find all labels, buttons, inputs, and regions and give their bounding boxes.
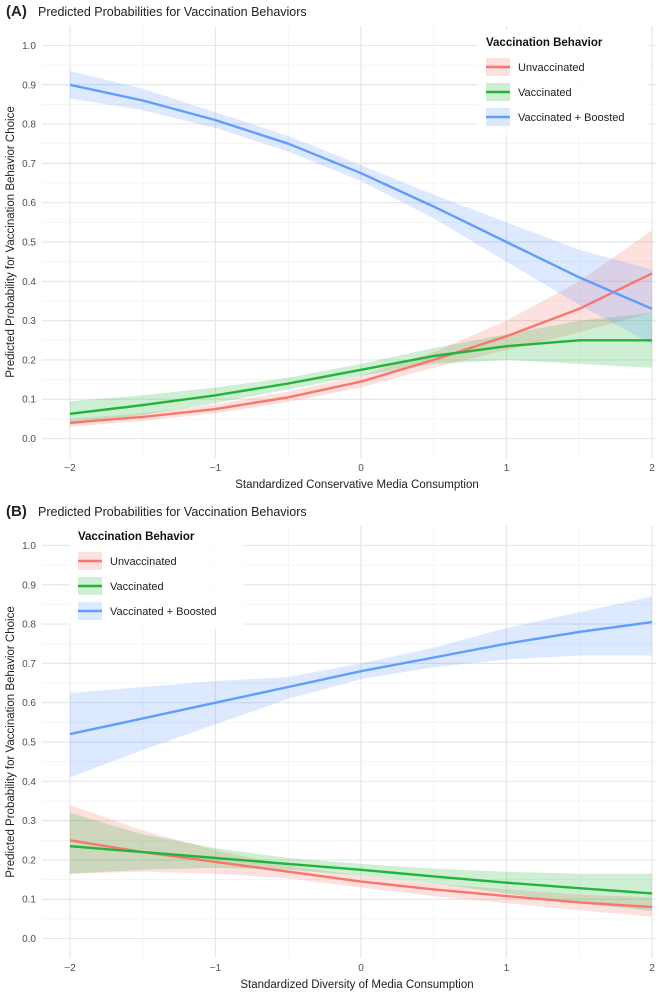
plot-area-b: 0.0 0.1 0.2 0.3 0.4 0.5 0.6 0.7 0.8 0.9 1.0 −2 −1 0 1 2… bbox=[5, 523, 656, 991]
panel-label-b: (B) bbox=[6, 503, 27, 520]
y-tick-label: 0.5 bbox=[22, 238, 36, 249]
series-line-vaccinated-boosted bbox=[69, 620, 653, 736]
legend: Vaccination Behavior Unvaccinated Vaccinat… bbox=[69, 523, 245, 629]
x-tick-label: 0 bbox=[358, 963, 364, 974]
x-tick-label: 1 bbox=[504, 963, 510, 974]
legend-label: Vaccinated + Boosted bbox=[518, 112, 625, 124]
y-tick-label: 0.9 bbox=[22, 80, 36, 91]
y-tick-label: 0.0 bbox=[22, 434, 36, 445]
series-line-unvaccinated bbox=[69, 272, 653, 424]
legend: Vaccination Behavior Unvaccinated Vaccinat… bbox=[477, 29, 649, 135]
y-tick-label: 0.3 bbox=[22, 316, 36, 327]
x-axis-title: Standardized Diversity of Media Consumpt… bbox=[240, 979, 473, 991]
legend-title: Vaccination Behavior bbox=[486, 37, 603, 49]
panel-b: 0.0 0.1 0.2 0.3 0.4 0.5 0.6 0.7 0.8 0.9 1.0 −2 −1 0 1 2… bbox=[0, 500, 663, 1000]
series-line-vaccinated bbox=[69, 845, 653, 895]
y-tick-label: 0.2 bbox=[22, 855, 36, 866]
legend-label: Vaccinated bbox=[518, 87, 572, 99]
legend-label: Unvaccinated bbox=[110, 556, 177, 568]
legend-title: Vaccination Behavior bbox=[78, 531, 195, 543]
plot-area-a: 0.0 0.1 0.2 0.3 0.4 0.5 0.6 0.7 0.8 0.9 1.0 −2 −1 0 1 2… bbox=[5, 26, 656, 491]
y-tick-label: 0.6 bbox=[22, 698, 36, 709]
y-axis-title: Predicted Probability for Vaccination Be… bbox=[5, 106, 17, 377]
legend-label: Unvaccinated bbox=[518, 62, 585, 74]
y-tick-label: 0.1 bbox=[22, 395, 36, 406]
confidence-band-unvaccinated bbox=[70, 804, 652, 917]
y-tick-label: 0.9 bbox=[22, 580, 36, 591]
x-tick-label: 1 bbox=[504, 463, 510, 474]
y-tick-label: 1.0 bbox=[22, 541, 36, 552]
x-tick-label: −2 bbox=[64, 463, 76, 474]
confidence-band-unvaccinated bbox=[70, 230, 652, 427]
legend-label: Vaccinated bbox=[110, 581, 164, 593]
x-axis-title: Standardized Conservative Media Consumpt… bbox=[235, 479, 479, 491]
confidence-band-vaccinated bbox=[70, 812, 652, 911]
y-tick-label: 0.8 bbox=[22, 120, 36, 131]
y-tick-label: 0.1 bbox=[22, 895, 36, 906]
y-tick-label: 0.8 bbox=[22, 620, 36, 631]
x-tick-label: 2 bbox=[649, 463, 655, 474]
confidence-band-vaccinated-boosted bbox=[70, 596, 652, 778]
series-line-unvaccinated bbox=[69, 839, 653, 909]
panel-a: 0.0 0.1 0.2 0.3 0.4 0.5 0.6 0.7 0.8 0.9 1.0 −2 −1 0 1 2… bbox=[5, 3, 656, 491]
y-tick-label: 0.2 bbox=[22, 355, 36, 366]
legend-label: Vaccinated + Boosted bbox=[110, 606, 217, 618]
panel-label-a: (A) bbox=[6, 3, 27, 20]
series-line-vaccinated bbox=[69, 339, 652, 415]
chart-title-b: Predicted Probabilities for Vaccination … bbox=[38, 505, 307, 519]
y-axis-title: Predicted Probability for Vaccination Be… bbox=[5, 606, 17, 877]
y-tick-label: 0.0 bbox=[22, 934, 36, 945]
x-tick-label: −1 bbox=[210, 463, 222, 474]
y-tick-label: 0.7 bbox=[22, 659, 36, 670]
y-tick-label: 0.7 bbox=[22, 159, 36, 170]
x-tick-label: 0 bbox=[358, 463, 364, 474]
y-tick-label: 0.3 bbox=[22, 816, 36, 827]
x-tick-label: 2 bbox=[649, 963, 655, 974]
y-tick-label: 0.5 bbox=[22, 738, 36, 749]
chart-title-a: Predicted Probabilities for Vaccination … bbox=[38, 5, 307, 19]
x-tick-label: −1 bbox=[210, 963, 222, 974]
y-tick-label: 0.6 bbox=[22, 198, 36, 209]
x-tick-label: −2 bbox=[64, 963, 76, 974]
y-tick-label: 0.4 bbox=[22, 277, 36, 288]
y-tick-label: 1.0 bbox=[22, 41, 36, 52]
y-tick-label: 0.4 bbox=[22, 777, 36, 788]
